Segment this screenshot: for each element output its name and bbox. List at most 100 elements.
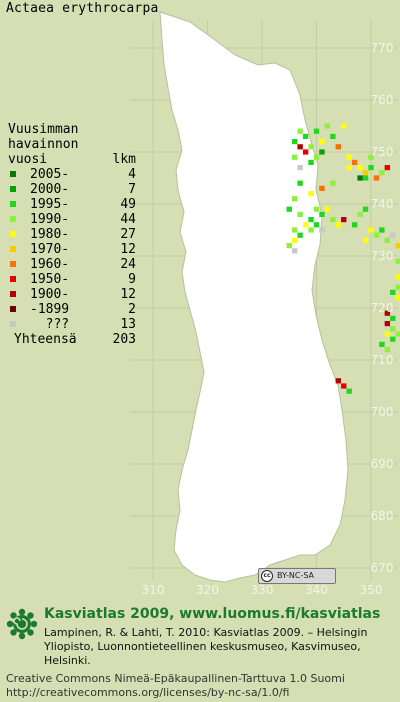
- legend-item: 1900- 12: [8, 287, 136, 302]
- legend-count-header: lkm: [112, 152, 136, 167]
- legend-swatch: [10, 201, 16, 207]
- legend-item-count: 4: [128, 167, 136, 182]
- observation-square: [351, 222, 358, 228]
- y-tick-label: 740: [371, 197, 394, 211]
- legend-item-label: 1960-: [30, 257, 70, 272]
- legend-swatch: [10, 186, 16, 192]
- observation-square: [379, 227, 385, 233]
- legend-total-row: Yhteensä 203: [8, 332, 136, 347]
- observation-square: [330, 217, 336, 223]
- legend-item-label: 1900-: [30, 287, 70, 302]
- y-tick-label: 680: [371, 509, 394, 523]
- observation-square: [292, 196, 298, 202]
- observation-square: [346, 154, 352, 160]
- finland-outline: [159, 11, 349, 583]
- y-tick-label: 700: [371, 405, 394, 419]
- observation-square: [313, 206, 320, 212]
- legend-item-label: 1990-: [30, 212, 70, 227]
- legend-item: -1899 2: [8, 302, 136, 317]
- legend-item: 2000- 7: [8, 182, 136, 197]
- x-tick-label: 310: [142, 583, 165, 597]
- observation-square: [395, 295, 400, 301]
- observation-square: [390, 289, 396, 295]
- legend-item-count: 24: [120, 257, 136, 272]
- observation-square: [395, 258, 400, 264]
- observation-squares: [286, 123, 400, 394]
- observation-square: [390, 315, 396, 321]
- legend-swatch: [10, 291, 16, 297]
- observation-square: [379, 341, 385, 347]
- observation-square: [384, 321, 391, 327]
- observation-square: [395, 274, 400, 280]
- license-line-1: Creative Commons Nimeä-Epäkaupallinen-Ta…: [6, 672, 345, 685]
- legend-item-count: 2: [128, 302, 136, 317]
- observation-square: [308, 227, 314, 233]
- license-text: Creative Commons Nimeä-Epäkaupallinen-Ta…: [6, 672, 396, 700]
- finland-distribution-map: 3103203303403503603707707607507407307207…: [130, 11, 400, 597]
- observation-square: [368, 154, 374, 160]
- observation-square: [308, 191, 314, 197]
- cc-license-badge[interactable]: cc BY-NC-SA: [258, 568, 336, 584]
- x-tick-label: 330: [251, 583, 274, 597]
- observation-square: [330, 180, 336, 186]
- observation-square: [313, 128, 320, 134]
- legend-item: 1960- 24: [8, 257, 136, 272]
- observation-square: [297, 165, 303, 171]
- legend-item-label: ???: [30, 317, 70, 332]
- atlas-title[interactable]: Kasviatlas 2009, www.luomus.fi/kasviatla…: [44, 606, 381, 622]
- legend-item: 1990- 44: [8, 212, 136, 227]
- observation-square: [362, 206, 369, 212]
- observation-square: [292, 237, 298, 243]
- legend-item-label: 1950-: [30, 272, 70, 287]
- legend-item: 1950- 9: [8, 272, 136, 287]
- observation-square: [362, 237, 369, 243]
- legend-swatch: [10, 171, 16, 177]
- observation-square: [379, 170, 385, 176]
- observation-square: [324, 206, 331, 212]
- legend-item-count: 49: [120, 197, 136, 212]
- legend-item-count: 44: [120, 212, 136, 227]
- observation-square: [384, 347, 391, 353]
- legend-item-count: 9: [128, 272, 136, 287]
- y-tick-label: 690: [371, 457, 394, 471]
- observation-square: [384, 310, 391, 316]
- y-tick-label: 760: [371, 93, 394, 107]
- observation-square: [384, 237, 391, 243]
- observation-square: [368, 227, 374, 233]
- observation-square: [341, 217, 347, 223]
- y-tick-label: 730: [371, 249, 394, 263]
- observation-square: [313, 154, 320, 160]
- observation-square: [286, 206, 292, 212]
- observation-square: [297, 211, 303, 217]
- species-title: Actaea erythrocarpa: [6, 1, 159, 16]
- legend-item-label: 1980-: [30, 227, 70, 242]
- legend-item: ??? 13: [8, 317, 136, 332]
- legend-swatch: [10, 261, 16, 267]
- legend-heading-1: Vuusimman: [8, 122, 79, 137]
- observation-square: [319, 185, 325, 191]
- observation-square: [292, 139, 298, 145]
- y-tick-label: 720: [371, 301, 394, 315]
- observation-square: [297, 232, 303, 238]
- observation-square: [390, 336, 396, 342]
- cc-badge-text: BY-NC-SA: [277, 571, 315, 580]
- legend-item-count: 7: [128, 182, 136, 197]
- license-line-2[interactable]: http://creativecommons.org/licenses/by-n…: [6, 686, 290, 699]
- legend-item: 2005- 4: [8, 167, 136, 182]
- observation-square: [319, 149, 325, 155]
- observation-square: [292, 227, 298, 233]
- legend-item: 1980- 27: [8, 227, 136, 242]
- observation-square: [319, 211, 325, 217]
- observation-square: [292, 248, 298, 254]
- observation-square: [346, 388, 352, 394]
- legend-swatch: [10, 246, 16, 252]
- observation-square: [308, 217, 314, 223]
- observation-square: [319, 227, 325, 233]
- tick-labels: 3103203303403503603707707607507407307207…: [142, 41, 394, 597]
- observation-square: [286, 243, 292, 249]
- observation-square: [384, 331, 391, 337]
- observation-square: [357, 165, 363, 171]
- observation-square: [341, 123, 347, 129]
- observation-square: [335, 222, 341, 228]
